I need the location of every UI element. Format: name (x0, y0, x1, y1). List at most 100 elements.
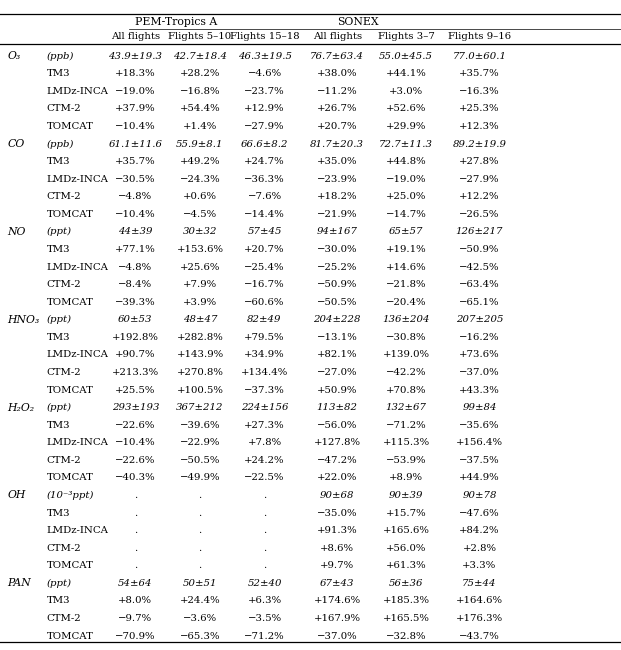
Text: LMDz-INCA: LMDz-INCA (47, 263, 109, 272)
Text: +164.6%: +164.6% (456, 597, 503, 605)
Text: TOMCAT: TOMCAT (47, 122, 93, 131)
Text: CTM-2: CTM-2 (47, 543, 81, 552)
Text: +34.9%: +34.9% (244, 350, 285, 359)
Text: TM3: TM3 (47, 597, 70, 605)
Text: −13.1%: −13.1% (317, 333, 358, 342)
Text: NO: NO (7, 227, 26, 237)
Text: +77.1%: +77.1% (115, 245, 156, 254)
Text: −23.7%: −23.7% (244, 87, 285, 96)
Text: Flights 15–18: Flights 15–18 (230, 32, 299, 41)
Text: 75±44: 75±44 (462, 578, 497, 588)
Text: +213.3%: +213.3% (112, 368, 159, 377)
Text: TOMCAT: TOMCAT (47, 298, 93, 307)
Text: +56.0%: +56.0% (386, 543, 427, 552)
Text: 50±51: 50±51 (183, 578, 217, 588)
Text: −22.9%: −22.9% (179, 438, 220, 447)
Text: +15.7%: +15.7% (386, 508, 427, 517)
Text: TOMCAT: TOMCAT (47, 473, 93, 482)
Text: −16.7%: −16.7% (244, 280, 285, 289)
Text: .: . (198, 543, 202, 552)
Text: +49.2%: +49.2% (179, 157, 220, 166)
Text: CO: CO (7, 139, 25, 149)
Text: +24.2%: +24.2% (244, 456, 285, 465)
Text: +44.1%: +44.1% (386, 70, 427, 78)
Text: 60±53: 60±53 (118, 315, 153, 324)
Text: +54.4%: +54.4% (179, 105, 220, 114)
Text: −4.5%: −4.5% (183, 210, 217, 219)
Text: TM3: TM3 (47, 70, 70, 78)
Text: +73.6%: +73.6% (459, 350, 500, 359)
Text: (ppt): (ppt) (47, 227, 71, 237)
Text: +25.5%: +25.5% (115, 385, 156, 395)
Text: +100.5%: +100.5% (176, 385, 224, 395)
Text: .: . (263, 526, 266, 535)
Text: −21.8%: −21.8% (386, 280, 427, 289)
Text: 67±43: 67±43 (320, 578, 355, 588)
Text: +2.8%: +2.8% (463, 543, 496, 552)
Text: +127.8%: +127.8% (314, 438, 361, 447)
Text: +12.9%: +12.9% (244, 105, 285, 114)
Text: −21.9%: −21.9% (317, 210, 358, 219)
Text: +50.9%: +50.9% (317, 385, 358, 395)
Text: −42.5%: −42.5% (459, 263, 500, 272)
Text: +37.9%: +37.9% (115, 105, 156, 114)
Text: .: . (134, 561, 137, 570)
Text: +176.3%: +176.3% (456, 614, 503, 623)
Text: 66.6±8.2: 66.6±8.2 (241, 140, 288, 149)
Text: −27.9%: −27.9% (459, 175, 500, 184)
Text: −50.5%: −50.5% (179, 456, 220, 465)
Text: CTM-2: CTM-2 (47, 614, 81, 623)
Text: .: . (198, 508, 202, 517)
Text: 90±39: 90±39 (389, 491, 424, 500)
Text: −27.9%: −27.9% (244, 122, 285, 131)
Text: −4.8%: −4.8% (119, 192, 152, 202)
Text: +18.3%: +18.3% (115, 70, 156, 78)
Text: TM3: TM3 (47, 333, 70, 342)
Text: +61.3%: +61.3% (386, 561, 427, 570)
Text: .: . (134, 491, 137, 500)
Text: −16.8%: −16.8% (179, 87, 220, 96)
Text: +1.4%: +1.4% (183, 122, 217, 131)
Text: +44.9%: +44.9% (459, 473, 500, 482)
Text: +52.6%: +52.6% (386, 105, 427, 114)
Text: 30±32: 30±32 (183, 227, 217, 237)
Text: LMDz-INCA: LMDz-INCA (47, 526, 109, 535)
Text: 56±36: 56±36 (389, 578, 424, 588)
Text: −4.8%: −4.8% (119, 263, 152, 272)
Text: 207±205: 207±205 (456, 315, 503, 324)
Text: 99±84: 99±84 (462, 403, 497, 412)
Text: +134.4%: +134.4% (241, 368, 288, 377)
Text: +28.2%: +28.2% (179, 70, 220, 78)
Text: −22.6%: −22.6% (115, 421, 156, 430)
Text: −40.3%: −40.3% (115, 473, 156, 482)
Text: 136±204: 136±204 (383, 315, 430, 324)
Text: TOMCAT: TOMCAT (47, 632, 93, 640)
Text: SONEX: SONEX (337, 17, 379, 27)
Text: CTM-2: CTM-2 (47, 192, 81, 202)
Text: .: . (263, 543, 266, 552)
Text: 126±217: 126±217 (456, 227, 503, 237)
Text: LMDz-INCA: LMDz-INCA (47, 87, 109, 96)
Text: O₃: O₃ (7, 51, 20, 61)
Text: 57±45: 57±45 (247, 227, 282, 237)
Text: All flights: All flights (111, 32, 160, 41)
Text: −37.0%: −37.0% (317, 632, 358, 640)
Text: +20.7%: +20.7% (244, 245, 285, 254)
Text: −16.3%: −16.3% (459, 87, 500, 96)
Text: .: . (134, 508, 137, 517)
Text: +192.8%: +192.8% (112, 333, 159, 342)
Text: 48±47: 48±47 (183, 315, 217, 324)
Text: −71.2%: −71.2% (386, 421, 427, 430)
Text: 76.7±63.4: 76.7±63.4 (310, 52, 364, 60)
Text: H₂O₂: H₂O₂ (7, 402, 35, 413)
Text: −63.4%: −63.4% (459, 280, 500, 289)
Text: HNO₃: HNO₃ (7, 315, 40, 325)
Text: −8.4%: −8.4% (119, 280, 152, 289)
Text: +19.1%: +19.1% (386, 245, 427, 254)
Text: −36.3%: −36.3% (244, 175, 285, 184)
Text: +24.7%: +24.7% (244, 157, 285, 166)
Text: +12.2%: +12.2% (459, 192, 500, 202)
Text: −19.0%: −19.0% (115, 87, 156, 96)
Text: +35.7%: +35.7% (459, 70, 500, 78)
Text: (10⁻³ppt): (10⁻³ppt) (47, 491, 94, 500)
